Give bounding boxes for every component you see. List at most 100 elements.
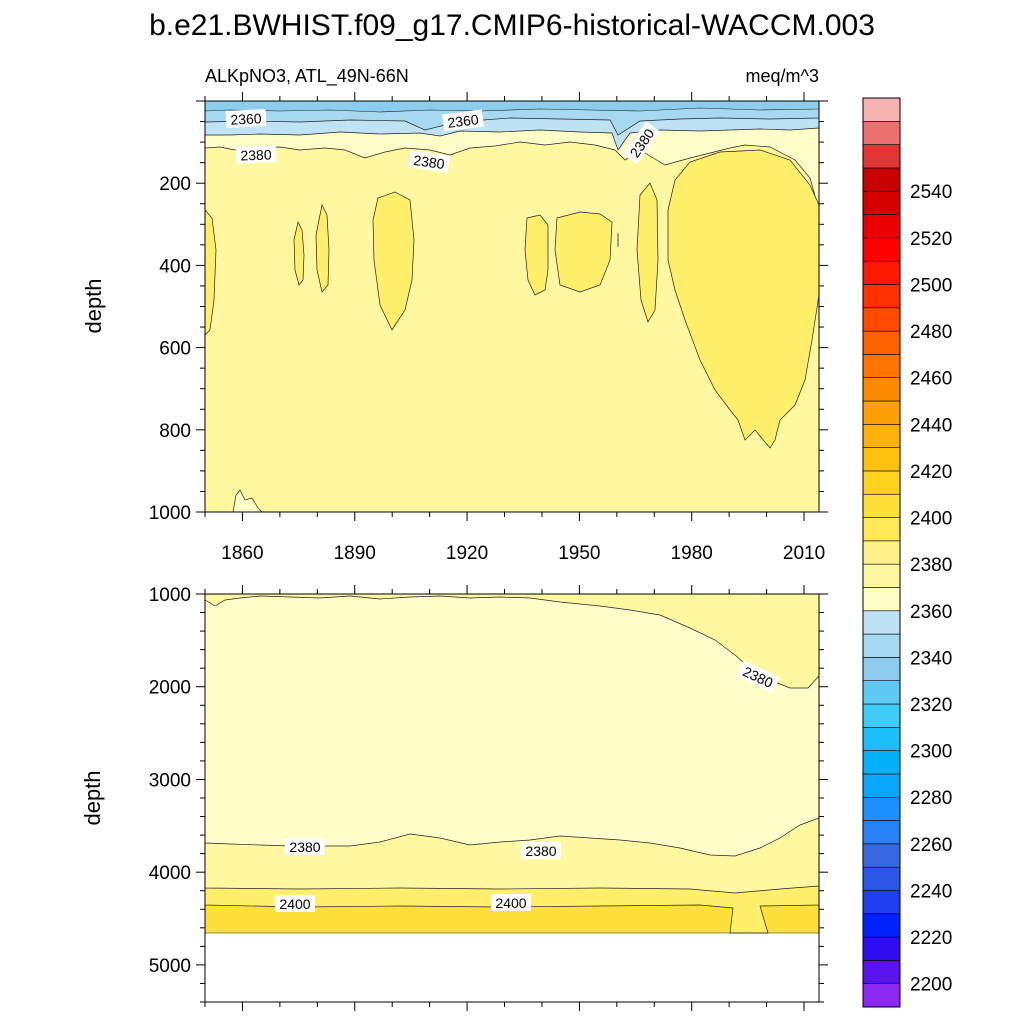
colorbar-tick-label: 2240 bbox=[910, 881, 952, 902]
x-tick-label: 1890 bbox=[334, 543, 376, 564]
x-tick-label: 2010 bbox=[783, 543, 825, 564]
colorbar-swatch bbox=[862, 680, 901, 705]
colorbar-swatch bbox=[862, 190, 901, 215]
top-contour-labels: 2360 2360 2380 2380 2380 bbox=[225, 108, 661, 173]
colorbar-swatch bbox=[862, 843, 901, 868]
panel-units-label: meq/m^3 bbox=[746, 66, 819, 86]
bottom-y-tick-label: 1000 bbox=[149, 585, 191, 606]
top-y-tick-label: 400 bbox=[159, 256, 191, 277]
top-blob-2400 bbox=[205, 209, 217, 336]
top-blob-2400 bbox=[554, 211, 613, 293]
panel-variable-label: ALKpNO3, ATL_49N-66N bbox=[205, 66, 409, 87]
colorbar-tick-label: 2420 bbox=[910, 462, 952, 483]
colorbar-tick-label: 2480 bbox=[910, 322, 952, 343]
colorbar-swatch bbox=[862, 144, 901, 169]
colorbar-tick-label: 2460 bbox=[910, 369, 952, 390]
colorbar-swatch bbox=[862, 796, 901, 821]
contour-label: 2380 bbox=[412, 152, 445, 172]
colorbar-tick-label: 2380 bbox=[910, 555, 952, 576]
colorbar-swatch bbox=[862, 307, 901, 332]
colorbar-swatch bbox=[862, 820, 901, 845]
colorbar-swatch bbox=[862, 424, 901, 448]
colorbar-swatch bbox=[862, 97, 901, 122]
colorbar-tick-label: 2280 bbox=[910, 788, 952, 809]
colorbar-swatch bbox=[862, 936, 901, 961]
top-y-axis-label: depth bbox=[81, 278, 106, 333]
contour-label: 2380 bbox=[525, 843, 556, 859]
bottom-y-tick-label: 5000 bbox=[149, 956, 191, 977]
top-blob-2400 bbox=[293, 220, 305, 286]
top-blob-2400 bbox=[524, 214, 549, 296]
top-blob-2400 bbox=[372, 191, 415, 331]
colorbar-swatch bbox=[862, 983, 901, 1008]
top-y-tick-label: 200 bbox=[159, 174, 191, 195]
colorbar-swatch bbox=[862, 121, 901, 145]
colorbar-swatch bbox=[862, 167, 901, 192]
colorbar-swatch bbox=[862, 330, 901, 355]
chart-title: b.e21.BWHIST.f09_g17.CMIP6-historical-WA… bbox=[149, 9, 875, 42]
colorbar-tick-label: 2360 bbox=[910, 602, 952, 623]
bottom-y-tick-label: 2000 bbox=[149, 678, 191, 699]
colorbar: 2200 2220 2240 2260 2280 2300 2320 2340 2360 2380… bbox=[862, 97, 952, 1008]
colorbar-swatch bbox=[862, 354, 901, 378]
contour-label: 2380 bbox=[240, 146, 272, 163]
top-y-tick-label: 600 bbox=[159, 339, 191, 360]
top-blob-2400 bbox=[667, 149, 819, 449]
colorbar-swatch bbox=[862, 610, 901, 635]
top-blob-2400 bbox=[636, 182, 659, 323]
colorbar-swatch bbox=[862, 214, 901, 239]
colorbar-swatch bbox=[862, 913, 901, 938]
colorbar-tick-label: 2440 bbox=[910, 415, 952, 436]
colorbar-swatch bbox=[862, 493, 901, 518]
colorbar-swatch bbox=[862, 517, 901, 542]
contour-label: 2360 bbox=[230, 110, 262, 128]
contour-label: 2400 bbox=[279, 896, 310, 912]
x-tick-label: 1920 bbox=[446, 543, 488, 564]
bottom-y-tick-label: 3000 bbox=[149, 770, 191, 791]
contour-label: 2380 bbox=[289, 839, 320, 855]
top-panel-fill bbox=[205, 101, 819, 512]
colorbar-swatch bbox=[862, 866, 901, 891]
colorbar-tick-label: 2520 bbox=[910, 229, 952, 250]
colorbar-swatch bbox=[862, 377, 901, 402]
x-tick-label: 1860 bbox=[221, 543, 263, 564]
colorbar-tick-label: 2500 bbox=[910, 275, 952, 296]
colorbar-tick-label: 2340 bbox=[910, 648, 952, 669]
colorbar-swatch bbox=[862, 260, 901, 285]
contour-label: 2360 bbox=[447, 111, 480, 131]
bottom-axes: 1000 2000 3000 4000 5000 bbox=[149, 585, 828, 1011]
top-fill-2380-tail bbox=[232, 489, 263, 512]
x-tick-label: 1950 bbox=[558, 543, 600, 564]
colorbar-swatch bbox=[862, 750, 901, 775]
top-y-tick-label: 800 bbox=[159, 421, 191, 442]
colorbar-tick-label: 2400 bbox=[910, 509, 952, 530]
colorbar-swatch bbox=[862, 633, 901, 658]
bottom-panel-fill bbox=[205, 594, 819, 1002]
colorbar-swatch bbox=[862, 563, 901, 588]
x-tick-label: 1980 bbox=[671, 543, 713, 564]
top-y-tick-label: 1000 bbox=[149, 503, 191, 524]
colorbar-swatch bbox=[862, 447, 901, 472]
colorbar-tick-label: 2260 bbox=[910, 835, 952, 856]
colorbar-swatch bbox=[862, 657, 901, 681]
colorbar-swatch bbox=[862, 890, 901, 915]
colorbar-swatch bbox=[862, 237, 901, 262]
contour-label: 2400 bbox=[495, 895, 526, 911]
colorbar-tick-label: 2320 bbox=[910, 695, 952, 716]
colorbar-swatch bbox=[862, 470, 901, 495]
top-axes: 200 400 600 800 1000 1860 1890 1920 1950 1980 2010 bbox=[149, 92, 828, 564]
colorbar-swatch bbox=[862, 727, 901, 751]
colorbar-swatch bbox=[862, 703, 901, 728]
colorbar-tick-label: 2300 bbox=[910, 742, 952, 763]
colorbar-swatch bbox=[862, 540, 901, 565]
colorbar-swatch bbox=[862, 773, 901, 798]
colorbar-swatch bbox=[862, 587, 901, 612]
colorbar-swatch bbox=[862, 960, 901, 984]
colorbar-tick-label: 2540 bbox=[910, 182, 952, 203]
bottom-y-tick-label: 4000 bbox=[149, 863, 191, 884]
colorbar-tick-label: 2220 bbox=[910, 928, 952, 949]
colorbar-swatch bbox=[862, 400, 901, 425]
colorbar-tick-label: 2200 bbox=[910, 975, 952, 996]
bottom-y-axis-label: depth bbox=[80, 770, 105, 825]
